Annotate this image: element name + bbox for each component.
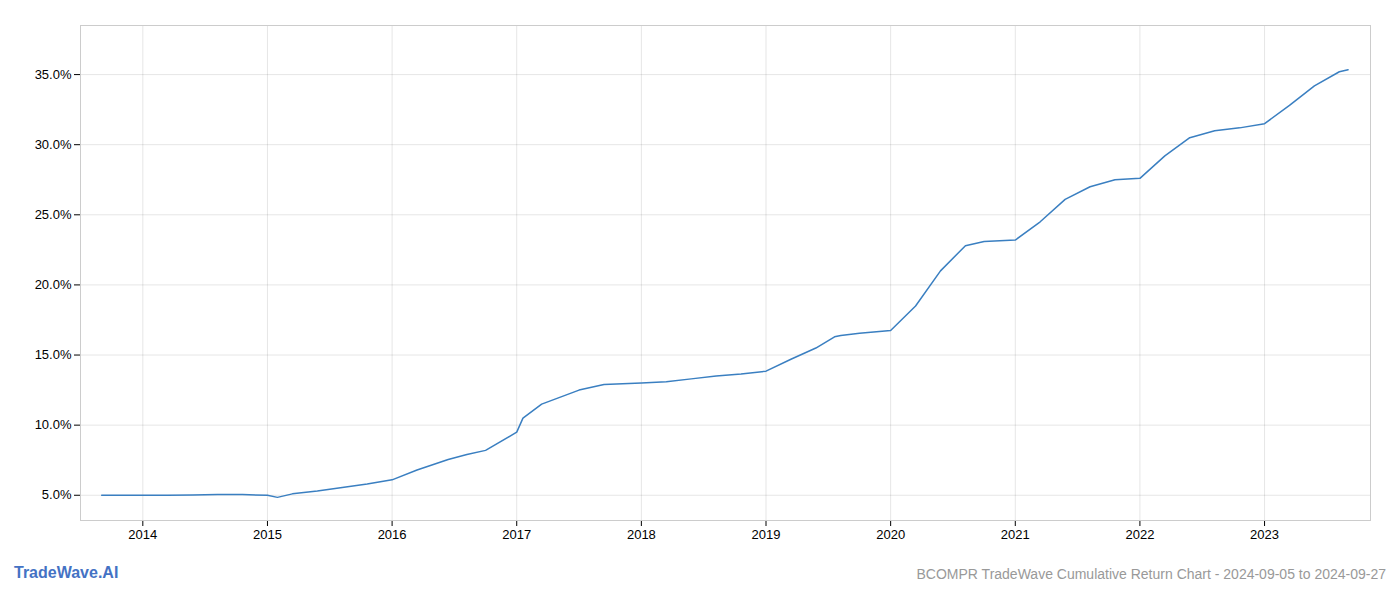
svg-text:35.0%: 35.0% [35,67,72,82]
html-text:TradeWave.AI: TradeWave.AI [14,564,119,581]
svg-text:2018: 2018 [627,527,656,542]
svg-text:2016: 2016 [378,527,407,542]
svg-text:2020: 2020 [876,527,905,542]
svg-text:2014: 2014 [128,527,157,542]
svg-text:2021: 2021 [1001,527,1030,542]
svg-text:15.0%: 15.0% [35,347,72,362]
svg-text:2019: 2019 [752,527,781,542]
svg-text:2022: 2022 [1125,527,1154,542]
svg-text:5.0%: 5.0% [42,487,72,502]
svg-text:2017: 2017 [502,527,531,542]
svg-text:30.0%: 30.0% [35,137,72,152]
svg-text:2015: 2015 [253,527,282,542]
svg-text:20.0%: 20.0% [35,277,72,292]
html-text:BCOMPR TradeWave Cumulative Re: BCOMPR TradeWave Cumulative Return Chart… [916,566,1386,582]
svg-text:25.0%: 25.0% [35,207,72,222]
svg-text:10.0%: 10.0% [35,417,72,432]
svg-text:2023: 2023 [1250,527,1279,542]
